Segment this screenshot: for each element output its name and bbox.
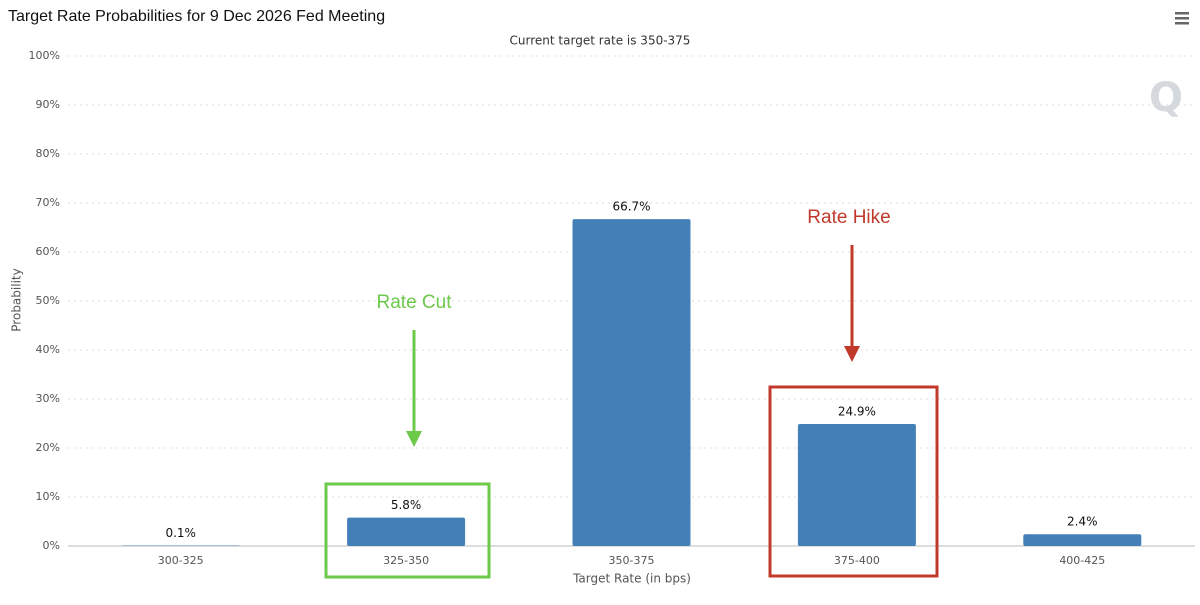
x-tick-label: 375-400 [834, 554, 880, 567]
chart-subtitle: Current target rate is 350-375 [510, 34, 691, 48]
bar [347, 517, 466, 546]
x-axis-label: Target Rate (in bps) [572, 572, 691, 586]
annotation-arrowhead [406, 431, 422, 447]
y-axis-label: Probability [10, 268, 24, 331]
data-label: 5.8% [391, 498, 422, 512]
y-tick-label: 50% [36, 294, 60, 307]
data-label: 2.4% [1067, 515, 1098, 529]
bar [1023, 534, 1142, 546]
annotation: Rate Cut [377, 292, 453, 313]
y-tick-label: 70% [36, 196, 60, 209]
bar [797, 423, 916, 546]
y-tick-label: 20% [36, 441, 60, 454]
annotation-box [324, 482, 491, 579]
x-tick-label: 400-425 [1059, 554, 1105, 567]
y-tick-label: 0% [43, 539, 60, 552]
y-tick-label: 30% [36, 392, 60, 405]
annotation: Rate Hike [807, 207, 890, 228]
y-tick-label: 10% [36, 490, 60, 503]
x-tick-label: 325-350 [383, 554, 429, 567]
y-tick-label: 90% [36, 98, 60, 111]
y-tick-label: 80% [36, 147, 60, 160]
menu-icon[interactable] [1175, 12, 1189, 25]
y-tick-label: 60% [36, 245, 60, 258]
chart-title: Target Rate Probabilities for 9 Dec 2026… [8, 8, 385, 25]
bar [572, 219, 691, 547]
data-label: 0.1% [165, 526, 196, 540]
x-tick-label: 300-325 [158, 554, 204, 567]
logo: Q [1149, 75, 1183, 121]
x-tick-label: 350-375 [609, 554, 655, 567]
y-tick-label: 100% [29, 49, 60, 62]
y-tick-label: 40% [36, 343, 60, 356]
annotation-box [768, 385, 939, 578]
data-label: 66.7% [612, 200, 650, 214]
data-label: 24.9% [838, 404, 876, 418]
annotation-arrowhead [844, 346, 860, 362]
